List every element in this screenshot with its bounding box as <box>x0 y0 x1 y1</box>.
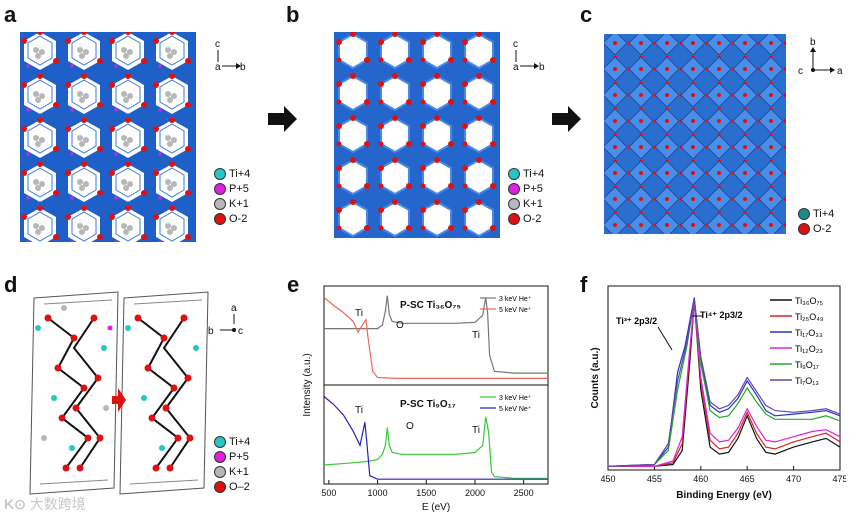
axis-up-label: c <box>513 39 518 50</box>
legend-item: Ti+4 <box>214 166 250 181</box>
watermark: K⊙ 大数跨境 <box>4 496 86 512</box>
x-tick-label: 470 <box>786 474 801 484</box>
axis-origin-label: a <box>215 62 221 73</box>
legend-item: O-2 <box>798 221 834 236</box>
axis-origin-label: b <box>208 326 214 337</box>
axis-origin-label: a <box>513 62 519 73</box>
peak-label: Ti <box>472 425 480 436</box>
chart-e: 500 1000 1500 2000 2500 E (eV) Intensity (a.u.… <box>302 285 549 513</box>
series-line <box>607 297 841 467</box>
peak-label: Ti <box>355 405 363 416</box>
legend-c: Ti+4 O-2 <box>798 206 834 236</box>
legend-item: P+5 <box>508 181 544 196</box>
legend-label: 3 keV He⁺ <box>499 296 532 303</box>
axis-up-label: a <box>231 303 237 314</box>
panel-b-letter: b <box>286 2 300 27</box>
series-line <box>324 295 548 374</box>
series-line <box>608 300 841 467</box>
axis-origin-label: c <box>798 66 803 77</box>
x-tick-label: 465 <box>740 474 755 484</box>
y-axis-label: Intensity (a.u.) <box>302 353 313 416</box>
arrow-right-icon <box>268 106 297 132</box>
axis-right-label: a <box>837 66 843 77</box>
legend-label: Ti₃₆O₇₅ <box>795 296 824 306</box>
legend-label: Ti₇O₁₃ <box>795 376 819 386</box>
x-tick-label: 2000 <box>465 488 485 498</box>
legend-item: O–2 <box>214 479 250 494</box>
legend-label: 5 keV Ne⁺ <box>499 406 532 413</box>
panel-f-letter: f <box>580 272 588 297</box>
x-tick-label: 455 <box>647 474 662 484</box>
x-tick-label: 450 <box>600 474 615 484</box>
series-line <box>323 396 548 480</box>
legend-item: K+1 <box>508 196 544 211</box>
axis-right-label: b <box>539 62 545 73</box>
legend-item: K+1 <box>214 464 250 479</box>
x-tick-label: 460 <box>693 474 708 484</box>
legend-item: P+5 <box>214 449 250 464</box>
legend-b: Ti+4 P+5 K+1 O-2 <box>508 166 544 226</box>
series-line <box>323 416 548 479</box>
peak-label: O <box>406 421 414 432</box>
crystal-structure-b <box>334 32 500 238</box>
series-line <box>608 300 841 467</box>
axis-right-label: b <box>240 62 246 73</box>
legend-label: Ti₂₅O₄₉ <box>795 312 824 322</box>
panel-e-letter: e <box>287 272 300 297</box>
axis-indicator-d: a b c <box>208 303 243 337</box>
axis-indicator-b: c a b <box>513 39 545 73</box>
crystal-structure-a <box>20 32 196 242</box>
chart-f: 450 455 460 465 470 475 Binding Energy (eV) Cou… <box>590 285 846 501</box>
axis-right-label: c <box>238 326 243 337</box>
panel-a-letter: a <box>4 2 17 27</box>
axis-up-label: b <box>810 37 816 48</box>
legend-a: Ti+4 P+5 K+1 O-2 <box>214 166 250 226</box>
legend-item: P+5 <box>214 181 250 196</box>
arrow-right-icon <box>552 106 581 132</box>
legend-label: 3 keV He⁺ <box>499 395 532 402</box>
legend-item: Ti+4 <box>508 166 544 181</box>
x-axis-label: E (eV) <box>422 502 450 513</box>
x-tick-label: 1500 <box>416 488 436 498</box>
legend-label: Ti₁₇O₃₃ <box>795 328 823 338</box>
legend-item: K+1 <box>214 196 250 211</box>
y-axis-label: Counts (a.u.) <box>590 347 601 408</box>
watermark-logo-icon: K⊙ <box>4 496 26 512</box>
legend-item: O-2 <box>214 211 250 226</box>
subplot-title: P-SC Ti₃₆O₇₅ <box>400 300 461 311</box>
x-tick-label: 2500 <box>514 488 534 498</box>
plot-frame <box>607 285 841 471</box>
peak-label: O <box>396 320 404 331</box>
series-line <box>323 297 548 380</box>
series-line <box>608 300 841 467</box>
peak-label: Ti <box>355 308 363 319</box>
panel-d-letter: d <box>4 272 18 297</box>
legend-item: O-2 <box>508 211 544 226</box>
annotation-ti3: Ti³⁺ 2p3/2 <box>616 316 657 326</box>
legend-item: Ti+4 <box>214 434 250 449</box>
annotation-arrow <box>657 326 673 351</box>
series-line <box>607 299 841 467</box>
legend-label: 5 keV Ne⁺ <box>499 307 532 314</box>
x-tick-label: 1000 <box>368 488 388 498</box>
legend-label: Ti₉O₁₇ <box>795 360 819 370</box>
panel-c-letter: c <box>580 2 593 27</box>
peak-label: Ti <box>472 330 480 341</box>
x-tick-label: 500 <box>321 488 336 498</box>
axis-indicator-a: c a b <box>215 39 246 73</box>
crystal-structure-c <box>604 34 786 234</box>
subplot-title: P-SC Ti₉O₁₇ <box>400 399 456 410</box>
legend-label: Ti₁₂O₂₃ <box>795 344 823 354</box>
x-axis-label: Binding Energy (eV) <box>676 490 772 501</box>
axis-up-label: c <box>215 39 220 50</box>
series-line <box>607 299 841 467</box>
crystal-structure-d <box>29 291 209 495</box>
axis-indicator-c: b c a <box>798 37 843 77</box>
annotation-ti4: Ti⁴⁺ 2p3/2 <box>700 310 743 320</box>
legend-item: Ti+4 <box>798 206 834 221</box>
x-tick-label: 475 <box>832 474 846 484</box>
legend-d: Ti+4 P+5 K+1 O–2 <box>214 434 250 494</box>
